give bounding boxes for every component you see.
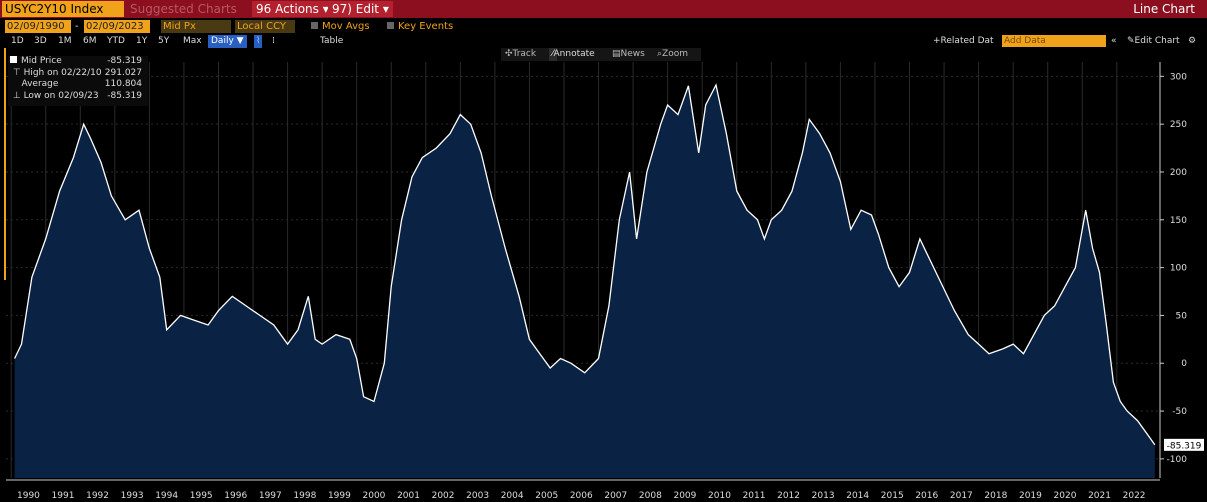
x-tick-label: 2004: [501, 491, 524, 501]
window-title: Line Chart: [1133, 2, 1195, 16]
x-tick-label: 2002: [432, 491, 455, 501]
y-tick-label: 0: [1181, 359, 1187, 369]
x-tick-label: 2000: [363, 491, 386, 501]
legend-high: ⊤ High on 02/22/10 291.027: [10, 67, 142, 78]
date-separator: -: [75, 21, 79, 32]
annotate-tool[interactable]: ⁄ Annotate: [549, 48, 595, 61]
field-selector[interactable]: Mid Px: [161, 20, 231, 33]
currency-selector[interactable]: Local CCY: [235, 20, 295, 33]
style-menu-icon[interactable]: ⁞: [272, 36, 275, 46]
range-1d[interactable]: 1D: [11, 36, 24, 46]
x-tick-label: 2010: [708, 491, 731, 501]
legend-low: ⊥ Low on 02/09/23 -85.319: [10, 90, 142, 101]
x-tick-label: 2014: [846, 491, 869, 501]
x-tick-label: 1997: [259, 491, 282, 501]
x-tick-label: 2007: [604, 491, 627, 501]
x-tick-label: 1996: [224, 491, 247, 501]
key-events-toggle[interactable]: Key Events: [387, 20, 453, 33]
date-range-row: 02/09/1990 - 02/09/2023 Mid Px Local CCY…: [0, 19, 1207, 34]
x-tick-label: 2003: [466, 491, 489, 501]
range-max[interactable]: Max: [183, 36, 202, 46]
checkbox-icon: [311, 22, 318, 29]
x-tick-label: 1998: [293, 491, 316, 501]
x-tick-label: 1995: [190, 491, 213, 501]
x-tick-label: 2019: [1019, 491, 1042, 501]
x-tick-label: 1990: [17, 491, 40, 501]
legend-mid-price: Mid Price -85.319: [8, 56, 148, 68]
news-tool[interactable]: ▤ News: [612, 49, 645, 59]
track-tool[interactable]: ✣ Track: [505, 49, 537, 59]
y-tick-label: 150: [1170, 216, 1187, 226]
mov-avgs-toggle[interactable]: Mov Avgs: [311, 20, 370, 33]
range-1m[interactable]: 1M: [58, 36, 72, 46]
y-tick-label: -50: [1172, 407, 1187, 417]
range-6m[interactable]: 6M: [83, 36, 97, 46]
range-ytd[interactable]: YTD: [107, 36, 125, 46]
y-tick-label: -100: [1167, 455, 1188, 465]
related-data-button[interactable]: + Related Dat: [933, 36, 994, 46]
x-tick-label: 2006: [570, 491, 593, 501]
series-area: [14, 85, 1155, 478]
legend-average: Average 110.804: [21, 79, 142, 89]
y-tick-label: 50: [1176, 311, 1188, 321]
add-data-input[interactable]: Add Data: [1002, 35, 1106, 47]
x-tick-label: 2022: [1123, 491, 1146, 501]
actions-menu[interactable]: 96 Actions ▾: [252, 1, 333, 17]
zoom-tool[interactable]: ⌕ Zoom: [657, 49, 688, 59]
x-tick-label: 2016: [915, 491, 938, 501]
x-tick-label: 2015: [881, 491, 904, 501]
start-date-field[interactable]: 02/09/1990: [5, 20, 71, 33]
frequency-selector[interactable]: Daily ▼: [208, 35, 247, 48]
x-tick-label: 2011: [743, 491, 766, 501]
table-button[interactable]: Table: [320, 36, 344, 46]
y-tick-label: 250: [1170, 120, 1187, 130]
x-tick-label: 2005: [535, 491, 558, 501]
x-tick-label: 2013: [812, 491, 835, 501]
range-3d[interactable]: 3D: [34, 36, 47, 46]
title-bar: USYC2Y10 Index Suggested Charts 96 Actio…: [0, 0, 1207, 18]
line-chart-icon[interactable]: ⌇: [254, 35, 263, 48]
legend: Mid Price -85.319 ⊤ High on 02/22/10 291.0…: [8, 56, 148, 106]
x-tick-label: 2009: [673, 491, 696, 501]
chart-tools: ✣ Track ⁄ Annotate ▤ News ⌕ Zoom: [501, 48, 701, 61]
x-tick-label: 1992: [86, 491, 109, 501]
x-tick-label: 2018: [984, 491, 1007, 501]
x-tick-label: 2017: [950, 491, 973, 501]
suggested-charts-button[interactable]: Suggested Charts: [130, 2, 237, 16]
ticker-field[interactable]: USYC2Y10 Index: [2, 1, 124, 17]
edit-menu[interactable]: 97) Edit ▾: [328, 1, 393, 17]
x-tick-label: 1993: [121, 491, 144, 501]
y-tick-label: 100: [1170, 264, 1187, 274]
range-1y[interactable]: 1Y: [136, 36, 148, 46]
x-tick-label: 1999: [328, 491, 351, 501]
x-tick-label: 2001: [397, 491, 420, 501]
x-tick-label: 2020: [1054, 491, 1077, 501]
end-date-field[interactable]: 02/09/2023: [84, 20, 150, 33]
x-tick-label: 1991: [52, 491, 75, 501]
y-tick-label: 300: [1170, 72, 1187, 82]
selection-marker: [4, 48, 6, 280]
range-5y[interactable]: 5Y: [158, 36, 170, 46]
series-line: [14, 83, 1156, 446]
x-tick-label: 2021: [1088, 491, 1111, 501]
x-tick-label: 2012: [777, 491, 800, 501]
collapse-icon[interactable]: «: [1111, 36, 1117, 46]
checkbox-icon: [387, 22, 394, 29]
range-toolbar: 1D 3D 1M 6M YTD 1Y 5Y Max Daily ▼ ⌇ ⁞ Ta…: [0, 35, 1207, 48]
gear-icon[interactable]: ⚙: [1188, 36, 1197, 46]
last-value-tag-bg: [1164, 438, 1204, 451]
x-tick-label: 1994: [155, 491, 178, 501]
edit-chart-button[interactable]: ✎ Edit Chart: [1127, 36, 1180, 46]
y-tick-label: 200: [1170, 168, 1187, 178]
x-tick-label: 2008: [639, 491, 662, 501]
last-value-tag: -85.319: [1167, 441, 1202, 451]
